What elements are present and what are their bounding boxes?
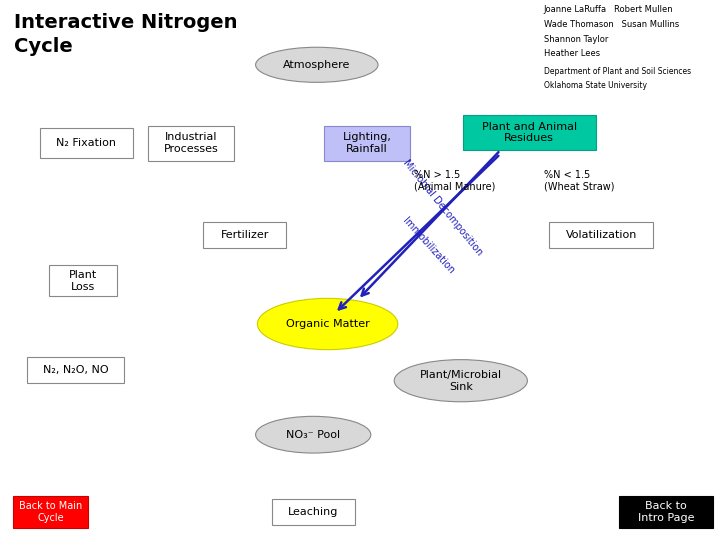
Ellipse shape: [256, 416, 371, 453]
Text: Fertilizer: Fertilizer: [220, 230, 269, 240]
Text: Organic Matter: Organic Matter: [286, 319, 369, 329]
FancyBboxPatch shape: [27, 357, 124, 383]
FancyBboxPatch shape: [49, 265, 117, 296]
Text: Back to Main
Cycle: Back to Main Cycle: [19, 501, 82, 523]
Text: Lighting,
Rainfall: Lighting, Rainfall: [343, 132, 392, 154]
FancyBboxPatch shape: [324, 125, 410, 160]
Text: Joanne LaRuffa   Robert Mullen: Joanne LaRuffa Robert Mullen: [544, 5, 673, 15]
Text: Leaching: Leaching: [288, 507, 338, 517]
Text: Microbial Decomposition: Microbial Decomposition: [401, 158, 485, 258]
Text: Immobilization: Immobilization: [400, 215, 456, 276]
Ellipse shape: [395, 360, 528, 402]
Ellipse shape: [256, 47, 378, 82]
Text: Department of Plant and Soil Sciences: Department of Plant and Soil Sciences: [544, 68, 690, 77]
Text: %N < 1.5
(Wheat Straw): %N < 1.5 (Wheat Straw): [544, 170, 614, 192]
Text: Oklahoma State University: Oklahoma State University: [544, 81, 647, 90]
FancyBboxPatch shape: [619, 496, 713, 528]
Text: Plant
Loss: Plant Loss: [68, 270, 97, 292]
FancyBboxPatch shape: [204, 222, 287, 248]
Ellipse shape: [258, 298, 397, 350]
Text: Shannon Taylor: Shannon Taylor: [544, 35, 608, 44]
Text: N₂, N₂O, NO: N₂, N₂O, NO: [42, 365, 109, 375]
Text: Plant and Animal
Residues: Plant and Animal Residues: [482, 122, 577, 143]
Text: Volatilization: Volatilization: [565, 230, 637, 240]
Text: Atmosphere: Atmosphere: [283, 60, 351, 70]
FancyBboxPatch shape: [272, 499, 355, 525]
Text: Back to
Intro Page: Back to Intro Page: [638, 501, 694, 523]
FancyBboxPatch shape: [148, 125, 234, 160]
Text: Heather Lees: Heather Lees: [544, 49, 600, 58]
FancyBboxPatch shape: [40, 128, 133, 158]
Text: Wade Thomason   Susan Mullins: Wade Thomason Susan Mullins: [544, 20, 679, 29]
FancyBboxPatch shape: [549, 222, 654, 248]
FancyBboxPatch shape: [13, 496, 89, 528]
Text: %N > 1.5
(Animal Manure): %N > 1.5 (Animal Manure): [414, 170, 495, 192]
Text: NO₃⁻ Pool: NO₃⁻ Pool: [286, 430, 341, 440]
Text: Interactive Nitrogen
Cycle: Interactive Nitrogen Cycle: [14, 14, 238, 56]
Text: Plant/Microbial
Sink: Plant/Microbial Sink: [420, 370, 502, 392]
Text: N₂ Fixation: N₂ Fixation: [56, 138, 117, 148]
Text: Industrial
Processes: Industrial Processes: [163, 132, 218, 154]
FancyBboxPatch shape: [462, 114, 596, 150]
